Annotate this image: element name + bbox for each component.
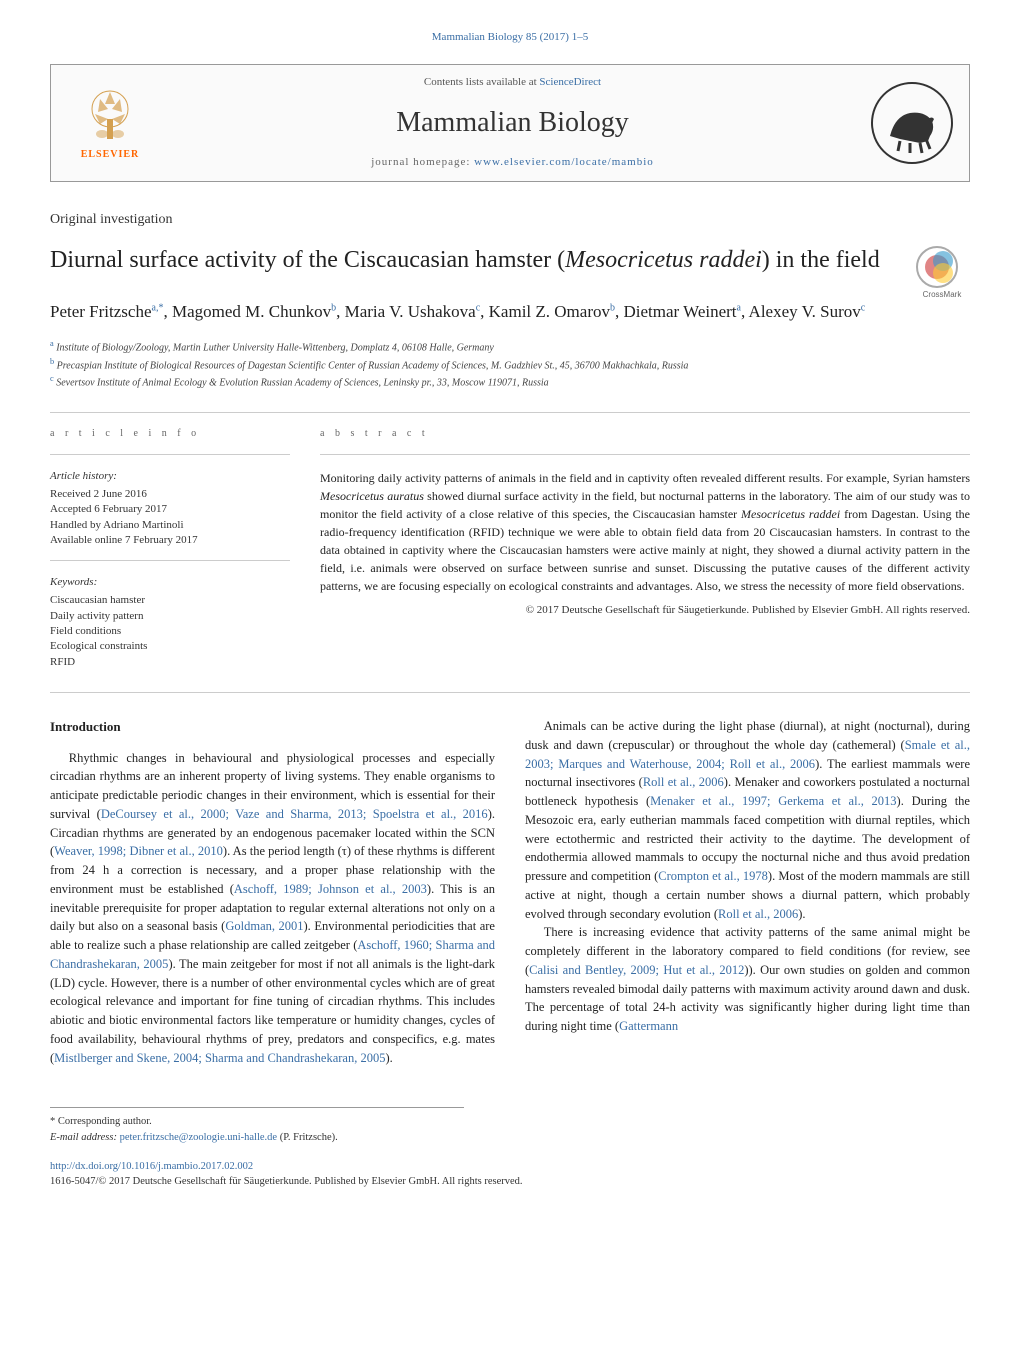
affiliations: a Institute of Biology/Zoology, Martin L… bbox=[50, 338, 970, 390]
affiliation-line: b Precaspian Institute of Biological Res… bbox=[50, 356, 970, 373]
journal-name: Mammalian Biology bbox=[173, 103, 852, 144]
issn-line: 1616-5047/© 2017 Deutsche Gesellschaft f… bbox=[50, 1174, 970, 1189]
corresponding-author: * Corresponding author. E-mail address: … bbox=[50, 1107, 464, 1144]
abstract-text: Monitoring daily activity patterns of an… bbox=[320, 469, 970, 595]
history-lines: Received 2 June 2016Accepted 6 February … bbox=[50, 487, 290, 549]
abstract: a b s t r a c t Monitoring daily activit… bbox=[320, 427, 970, 670]
history-line: Handled by Adriano Martinoli bbox=[50, 518, 290, 533]
footer: * Corresponding author. E-mail address: … bbox=[50, 1107, 970, 1189]
keywords-block: Keywords: Ciscaucasian hamsterDaily acti… bbox=[50, 575, 290, 670]
keyword: Ciscaucasian hamster bbox=[50, 593, 290, 608]
contents-line: Contents lists available at ScienceDirec… bbox=[173, 75, 852, 91]
crossmark-icon[interactable]: CrossMark bbox=[915, 245, 970, 300]
abstract-copyright: © 2017 Deutsche Gesellschaft für Säugeti… bbox=[320, 603, 970, 619]
body-p2: Animals can be active during the light p… bbox=[525, 717, 970, 923]
doi-line: http://dx.doi.org/10.1016/j.mambio.2017.… bbox=[50, 1159, 970, 1174]
keyword: Field conditions bbox=[50, 624, 290, 639]
article-type: Original investigation bbox=[50, 210, 970, 230]
authors: Peter Fritzschea,*, Magomed M. Chunkovb,… bbox=[50, 300, 970, 325]
society-logo bbox=[870, 81, 955, 166]
elsevier-logo: ELSEVIER bbox=[65, 78, 155, 168]
svg-text:CrossMark: CrossMark bbox=[923, 290, 963, 299]
article-title: Diurnal surface activity of the Ciscauca… bbox=[50, 245, 897, 276]
history-line: Accepted 6 February 2017 bbox=[50, 502, 290, 517]
sciencedirect-link[interactable]: ScienceDirect bbox=[539, 76, 601, 88]
elsevier-label: ELSEVIER bbox=[81, 148, 140, 163]
affiliation-line: c Severtsov Institute of Animal Ecology … bbox=[50, 373, 970, 390]
journal-reference: Mammalian Biology 85 (2017) 1–5 bbox=[50, 30, 970, 46]
history-line: Available online 7 February 2017 bbox=[50, 533, 290, 548]
affiliation-line: a Institute of Biology/Zoology, Martin L… bbox=[50, 338, 970, 355]
keywords-heading: Keywords: bbox=[50, 575, 290, 591]
keyword: Daily activity pattern bbox=[50, 609, 290, 624]
introduction-heading: Introduction bbox=[50, 717, 495, 737]
history-heading: Article history: bbox=[50, 469, 290, 485]
body-p3: There is increasing evidence that activi… bbox=[525, 923, 970, 1036]
email-link[interactable]: peter.fritzsche@zoologie.uni-halle.de bbox=[120, 1132, 277, 1143]
keyword: Ecological constraints bbox=[50, 639, 290, 654]
doi-link[interactable]: http://dx.doi.org/10.1016/j.mambio.2017.… bbox=[50, 1161, 253, 1172]
header-center: Contents lists available at ScienceDirec… bbox=[173, 75, 852, 171]
homepage-line: journal homepage: www.elsevier.com/locat… bbox=[173, 155, 852, 171]
history-line: Received 2 June 2016 bbox=[50, 487, 290, 502]
homepage-link[interactable]: www.elsevier.com/locate/mambio bbox=[474, 156, 654, 168]
keyword: RFID bbox=[50, 655, 290, 670]
header-box: ELSEVIER Contents lists available at Sci… bbox=[50, 64, 970, 182]
body-p1: Rhythmic changes in behavioural and phys… bbox=[50, 749, 495, 1068]
body-columns: Introduction Rhythmic changes in behavio… bbox=[50, 717, 970, 1067]
article-info: a r t i c l e i n f o Article history: R… bbox=[50, 427, 290, 670]
divider bbox=[50, 412, 970, 413]
divider bbox=[50, 692, 970, 693]
abstract-heading: a b s t r a c t bbox=[320, 427, 970, 442]
article-info-heading: a r t i c l e i n f o bbox=[50, 427, 290, 442]
